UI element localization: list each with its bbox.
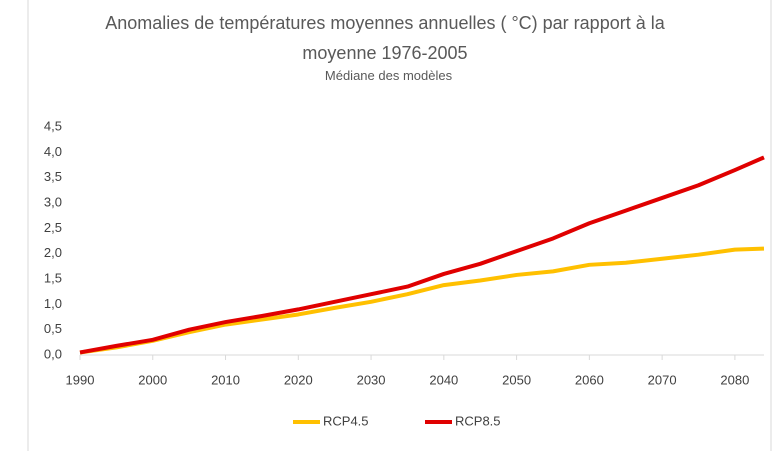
x-tick-label: 2060 bbox=[575, 372, 604, 387]
y-tick-label: 0,0 bbox=[44, 346, 62, 361]
y-tick-label: 2,0 bbox=[44, 245, 62, 260]
legend-label: RCP4.5 bbox=[323, 413, 369, 428]
y-tick-label: 0,5 bbox=[44, 321, 62, 336]
y-tick-label: 2,5 bbox=[44, 220, 62, 235]
y-tick-label: 1,5 bbox=[44, 270, 62, 285]
x-tick-label: 2010 bbox=[211, 372, 240, 387]
chart-subtitle: Médiane des modèles bbox=[324, 68, 453, 83]
x-tick-label: 2000 bbox=[138, 372, 167, 387]
y-tick-label: 1,0 bbox=[44, 296, 62, 311]
y-tick-label: 4,5 bbox=[44, 118, 62, 133]
x-tick-label: 2030 bbox=[357, 372, 386, 387]
chart-title: Anomalies de températures moyennes annue… bbox=[105, 13, 665, 63]
x-tick-label: 2050 bbox=[502, 372, 531, 387]
series-line bbox=[79, 155, 765, 355]
x-tick-label: 2070 bbox=[648, 372, 677, 387]
x-tick-label: 2020 bbox=[284, 372, 313, 387]
x-tick-label: 2080 bbox=[720, 372, 749, 387]
x-tick-label: 2040 bbox=[429, 372, 458, 387]
x-tick-label: 1990 bbox=[66, 372, 95, 387]
y-tick-label: 3,5 bbox=[44, 169, 62, 184]
y-tick-label: 3,0 bbox=[44, 194, 62, 209]
series-line bbox=[79, 246, 765, 355]
y-tick-label: 4,0 bbox=[44, 144, 62, 159]
legend-label: RCP8.5 bbox=[455, 413, 501, 428]
